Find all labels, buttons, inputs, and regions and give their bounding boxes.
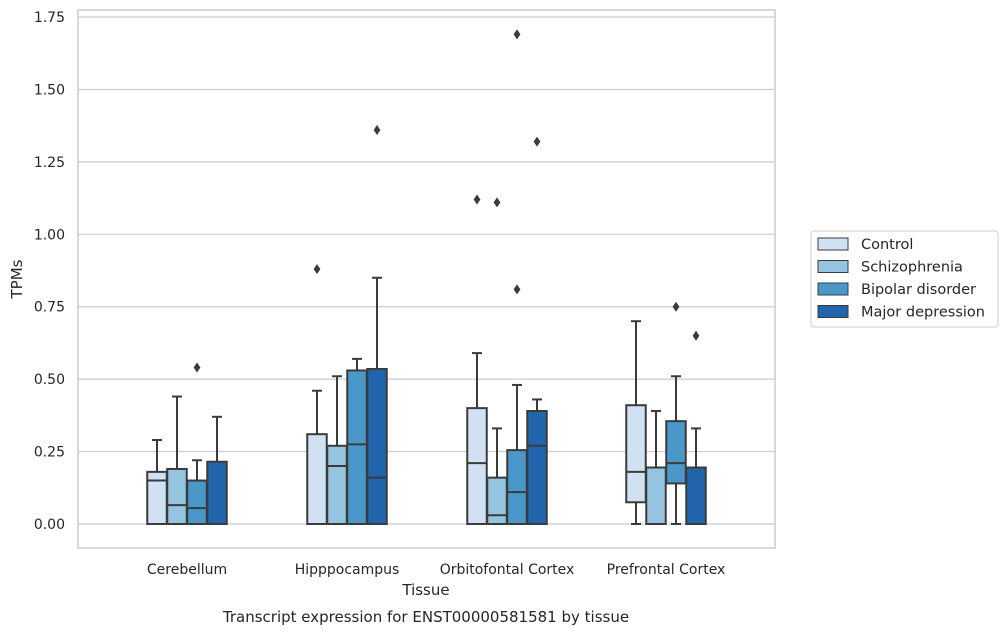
box-control: [306, 389, 328, 525]
box-body: [466, 407, 488, 525]
box-body: [366, 368, 388, 525]
box-body: [206, 460, 228, 526]
outlier-marker: [513, 284, 521, 295]
box-schizophrenia: [486, 427, 508, 526]
box-control: [146, 438, 168, 526]
y-tick-label: 1.75: [34, 10, 65, 26]
chart-caption: Transcript expression for ENST0000058158…: [222, 608, 629, 626]
y-tick-label: 0.00: [34, 517, 65, 533]
box-body: [186, 479, 208, 526]
box-major-depression: [526, 398, 548, 525]
outlier-points: [193, 29, 700, 373]
box-body: [665, 420, 687, 485]
box-body: [306, 433, 328, 525]
box-body: [166, 467, 188, 525]
box-body: [486, 476, 508, 526]
box-schizophrenia: [166, 395, 188, 525]
box-body: [346, 369, 368, 526]
x-tick-label: Cerebellum: [147, 562, 227, 578]
box-control: [625, 320, 647, 525]
x-tick-label: Hipppocampus: [295, 562, 400, 578]
legend: Control Schizophrenia Bipolar disorder Majo…: [810, 230, 999, 328]
box-major-depression: [685, 427, 707, 526]
outlier-marker: [692, 330, 700, 341]
y-axis-label: TPMs: [8, 259, 26, 299]
legend-label: Schizophrenia: [861, 260, 963, 276]
outlier-marker: [493, 197, 501, 208]
outlier-marker: [533, 136, 541, 147]
box-bipolar-disorder: [346, 357, 368, 526]
y-tick-label: 0.75: [34, 300, 65, 316]
y-tick-label: 0.25: [34, 445, 65, 461]
box-bipolar-disorder: [665, 375, 687, 525]
box-bipolar-disorder: [506, 383, 528, 525]
box-plots: [146, 276, 707, 526]
legend-frame: [810, 230, 999, 328]
box-body: [526, 410, 548, 525]
legend-swatch: [817, 282, 849, 296]
legend-item: Schizophrenia: [817, 260, 963, 276]
legend-label: Bipolar disorder: [861, 282, 976, 298]
outlier-marker: [193, 362, 201, 373]
outlier-marker: [373, 125, 381, 136]
legend-item: Bipolar disorder: [817, 282, 976, 298]
box-schizophrenia: [326, 375, 348, 526]
plot-frame: [77, 9, 776, 549]
box-bipolar-disorder: [186, 459, 208, 526]
x-axis-ticks: Cerebellum Hipppocampus Orbitofontal Corte…: [147, 562, 725, 578]
legend-swatch: [817, 237, 849, 251]
x-axis-label: Tissue: [401, 581, 449, 599]
outlier-marker: [313, 264, 321, 275]
legend-label: Major depression: [861, 305, 985, 321]
y-tick-label: 0.50: [34, 372, 65, 388]
box-major-depression: [366, 276, 388, 525]
outlier-marker: [672, 301, 680, 312]
gridlines: [78, 16, 775, 525]
x-tick-label: Prefrontal Cortex: [607, 562, 726, 578]
box-body: [685, 466, 707, 526]
box-schizophrenia: [645, 410, 667, 526]
legend-label: Control: [861, 237, 913, 253]
box-body: [506, 449, 528, 525]
x-tick-label: Orbitofontal Cortex: [440, 562, 575, 578]
box-major-depression: [206, 415, 228, 526]
y-axis-ticks: 0.00 0.25 0.50 0.75 1.00 1.25 1.50 1.75: [34, 10, 65, 533]
legend-swatch: [817, 260, 849, 273]
outlier-marker: [513, 29, 521, 40]
y-tick-label: 1.00: [34, 227, 65, 243]
box-control: [466, 352, 488, 525]
box-body: [625, 404, 647, 504]
legend-swatch: [817, 305, 849, 318]
box-body: [326, 444, 348, 526]
legend-item: Control: [817, 237, 913, 253]
legend-item: Major depression: [817, 305, 985, 321]
y-tick-label: 1.25: [34, 155, 65, 171]
outlier-marker: [473, 194, 481, 205]
y-tick-label: 1.50: [34, 82, 65, 98]
box-body: [645, 466, 667, 526]
